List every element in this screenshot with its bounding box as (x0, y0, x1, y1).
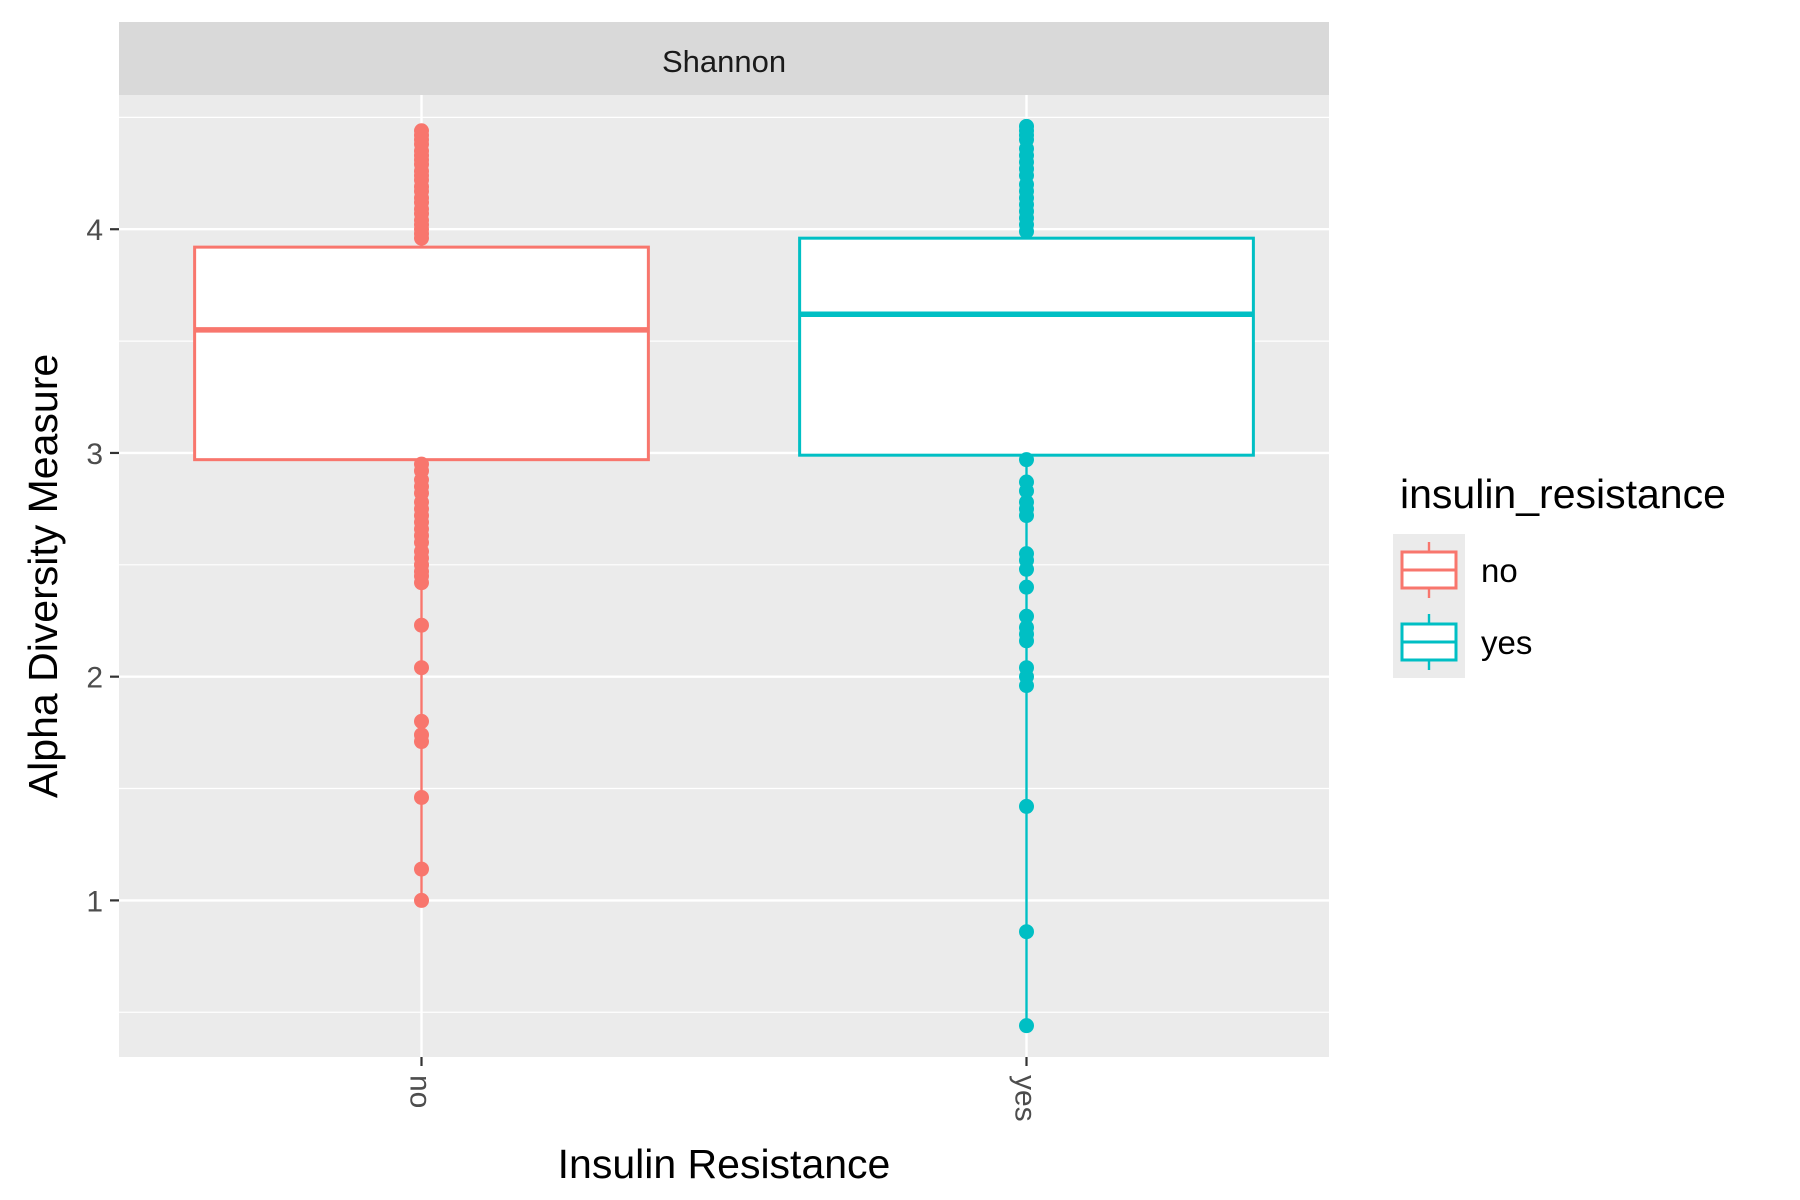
outlier-point-no (414, 575, 429, 591)
box-no (193, 245, 650, 462)
y-tick-label: 3 (86, 438, 103, 471)
outlier-point-yes (1019, 452, 1034, 468)
outlier-point-yes (1019, 1018, 1034, 1034)
outlier-point-yes (1019, 608, 1034, 624)
outlier-point-no (414, 713, 429, 729)
y-axis-title: Alpha Diversity Measure (20, 354, 66, 798)
outlier-point-yes (1019, 924, 1034, 940)
legend-title: insulin_resistance (1400, 471, 1726, 517)
outlier-point-no (414, 230, 429, 246)
outlier-point-yes (1019, 483, 1034, 499)
legend-keys: no yes (1393, 534, 1532, 678)
outlier-point-yes (1019, 633, 1034, 649)
y-tick-label: 4 (86, 214, 103, 247)
outlier-point-no (414, 861, 429, 877)
legend-label-yes: yes (1481, 624, 1532, 661)
outlier-point-yes (1019, 561, 1034, 577)
outlier-point-no (414, 660, 429, 676)
outlier-point-yes (1019, 678, 1034, 694)
y-tick-label: 2 (86, 662, 103, 695)
outlier-point-yes (1019, 223, 1034, 239)
x-axis-title: Insulin Resistance (558, 1141, 891, 1187)
facet-strip (119, 22, 1329, 95)
box-layer (193, 126, 1255, 1026)
legend: insulin_resistance no yes (1393, 471, 1726, 678)
outlier-point-no (414, 734, 429, 750)
x-tick-label: yes (1009, 1075, 1042, 1122)
outlier-point-yes (1019, 508, 1034, 524)
legend-label-no: no (1481, 552, 1518, 589)
box-yes (798, 236, 1255, 457)
outlier-point-no (414, 892, 429, 908)
outlier-point-yes (1019, 579, 1034, 595)
outlier-points (414, 118, 1034, 1034)
y-tick-label: 1 (86, 885, 103, 918)
outlier-point-no (414, 789, 429, 805)
axes: 1 2 3 4 no yes (86, 214, 1041, 1121)
facet-label: Shannon (662, 44, 786, 79)
outlier-point-yes (1019, 798, 1034, 814)
x-tick-label: no (404, 1075, 437, 1108)
outlier-point-no (414, 617, 429, 633)
